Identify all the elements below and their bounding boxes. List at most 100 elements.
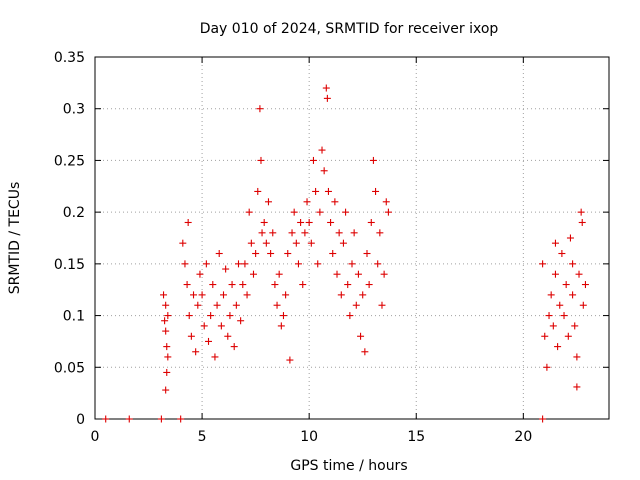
data-point — [260, 218, 268, 226]
data-point — [164, 312, 172, 320]
data-point — [569, 260, 577, 268]
data-point — [547, 291, 555, 299]
data-point — [163, 368, 171, 376]
data-point — [185, 312, 193, 320]
data-point — [562, 281, 570, 289]
data-point — [384, 208, 392, 216]
data-point — [539, 415, 547, 423]
data-point — [194, 301, 202, 309]
chart-title: Day 010 of 2024, SRMTID for receiver ixo… — [200, 21, 499, 37]
data-point — [226, 312, 234, 320]
grid-layer — [94, 56, 609, 420]
data-point — [577, 208, 585, 216]
data-point — [257, 156, 265, 164]
data-point — [269, 229, 277, 237]
data-point — [329, 250, 337, 258]
data-point — [294, 260, 302, 268]
data-point — [378, 301, 386, 309]
data-point — [190, 291, 198, 299]
data-point — [573, 383, 581, 391]
x-tick-label: 15 — [407, 429, 425, 445]
data-point — [177, 415, 185, 423]
y-tick-label: 0 — [76, 412, 85, 428]
data-point — [234, 260, 242, 268]
data-point — [273, 301, 281, 309]
y-tick-label: 0.1 — [63, 309, 85, 325]
data-point — [254, 187, 262, 195]
data-point — [307, 239, 315, 247]
data-point — [222, 265, 230, 273]
data-point — [331, 198, 339, 206]
data-point — [275, 270, 283, 278]
data-point — [200, 322, 208, 330]
data-point — [337, 291, 345, 299]
data-point — [369, 156, 377, 164]
data-point — [575, 270, 583, 278]
data-point — [183, 281, 191, 289]
data-point — [316, 208, 324, 216]
data-point — [217, 322, 225, 330]
data-point — [320, 167, 328, 175]
data-point — [554, 343, 562, 351]
data-point — [160, 291, 168, 299]
data-point — [309, 156, 317, 164]
data-point — [374, 260, 382, 268]
data-point — [354, 270, 362, 278]
data-point — [299, 281, 307, 289]
data-point — [207, 312, 215, 320]
data-point — [339, 239, 347, 247]
y-tick-label: 0.35 — [54, 50, 85, 66]
data-point — [581, 281, 589, 289]
data-points — [102, 84, 589, 423]
data-point — [367, 218, 375, 226]
data-point — [125, 415, 133, 423]
data-point — [286, 356, 294, 364]
data-point — [249, 270, 257, 278]
y-tick-label: 0.15 — [54, 257, 85, 273]
data-point — [543, 363, 551, 371]
data-point — [382, 198, 390, 206]
data-point — [224, 332, 232, 340]
data-point — [237, 317, 245, 325]
data-point — [184, 218, 192, 226]
data-point — [288, 229, 296, 237]
data-point — [262, 239, 270, 247]
data-point — [290, 208, 298, 216]
data-point — [564, 332, 572, 340]
data-point — [292, 239, 300, 247]
data-point — [284, 250, 292, 258]
data-point — [376, 229, 384, 237]
data-point — [215, 250, 223, 258]
data-point — [318, 146, 326, 154]
data-point — [363, 250, 371, 258]
data-point — [301, 229, 309, 237]
data-point — [566, 234, 574, 242]
data-point — [352, 301, 360, 309]
data-point — [335, 229, 343, 237]
data-point — [179, 239, 187, 247]
data-point — [230, 343, 238, 351]
data-point — [305, 218, 313, 226]
data-point — [380, 270, 388, 278]
data-point — [346, 312, 354, 320]
data-point — [323, 94, 331, 102]
data-point — [545, 312, 553, 320]
y-tick-label: 0.3 — [63, 102, 85, 118]
data-point — [333, 270, 341, 278]
data-point — [267, 250, 275, 258]
x-tick-label: 0 — [91, 429, 100, 445]
data-point — [578, 218, 586, 226]
data-point — [277, 322, 285, 330]
data-point — [282, 291, 290, 299]
data-point — [245, 208, 253, 216]
data-point — [279, 312, 287, 320]
ticks-layer: 0 5 10 15 20 0 0.05 0.1 0.15 0.2 0.25 0.3 0.35 — [54, 50, 609, 445]
data-point — [198, 291, 206, 299]
data-point — [549, 322, 557, 330]
data-point — [258, 229, 266, 237]
data-point — [196, 270, 204, 278]
data-point — [541, 332, 549, 340]
data-point — [297, 218, 305, 226]
data-point — [205, 337, 213, 345]
